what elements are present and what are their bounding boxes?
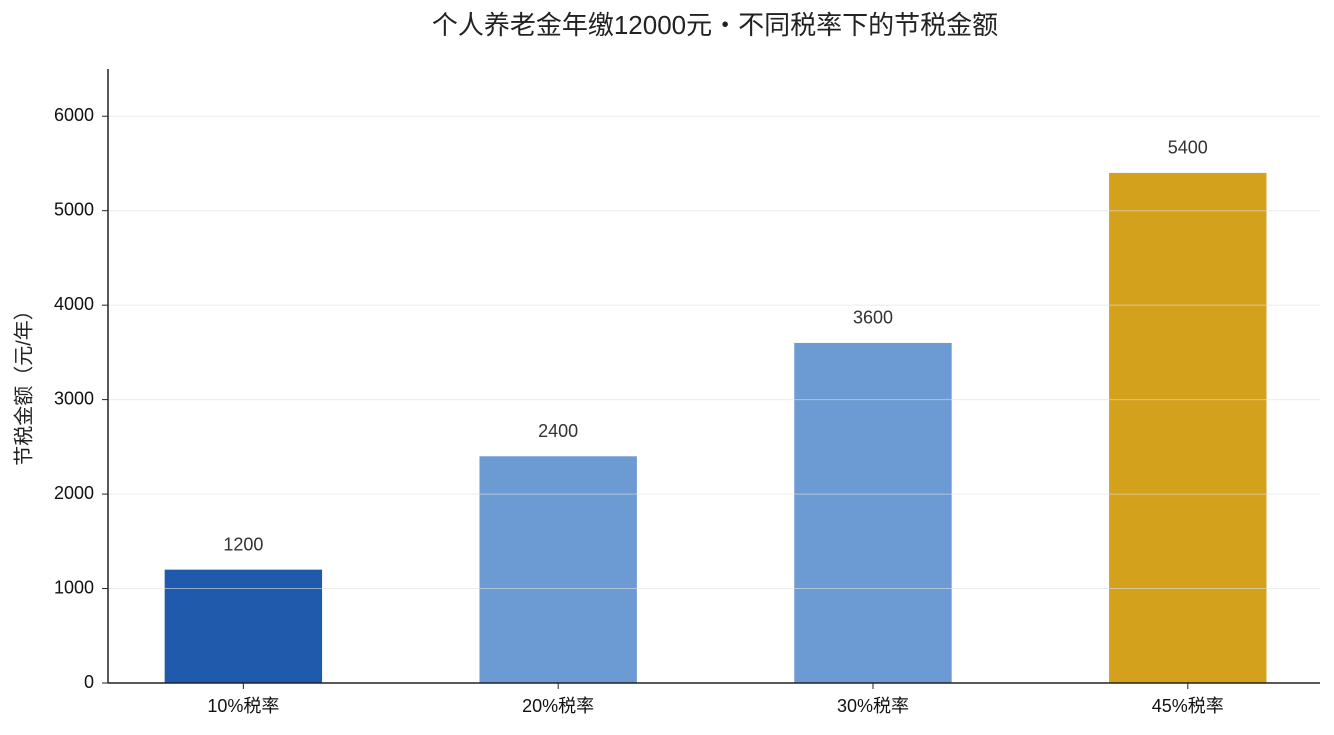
y-tick-label: 2000 <box>54 483 94 503</box>
value-label: 2400 <box>538 421 578 441</box>
x-tick-label: 10%税率 <box>207 696 279 716</box>
value-label: 5400 <box>1168 138 1208 158</box>
bar <box>1109 172 1267 683</box>
y-tick-label: 5000 <box>54 199 94 219</box>
bar <box>794 342 952 683</box>
value-label: 3600 <box>853 308 893 328</box>
value-label: 1200 <box>223 534 263 554</box>
bar <box>479 456 637 683</box>
y-axis-label: 节税金额（元/年） <box>12 300 35 466</box>
x-tick-label: 45%税率 <box>1152 696 1224 716</box>
chart-title: 个人养老金年缴12000元・不同税率下的节税金额 <box>432 10 998 40</box>
x-tick-label: 20%税率 <box>522 696 594 716</box>
bar <box>164 569 323 683</box>
y-tick-label: 1000 <box>54 577 94 597</box>
y-tick-label: 3000 <box>54 388 94 408</box>
y-tick-label: 4000 <box>54 294 94 314</box>
y-tick-label: 6000 <box>54 105 94 125</box>
x-tick-label: 30%税率 <box>837 696 909 716</box>
y-tick-label: 0 <box>84 672 94 692</box>
